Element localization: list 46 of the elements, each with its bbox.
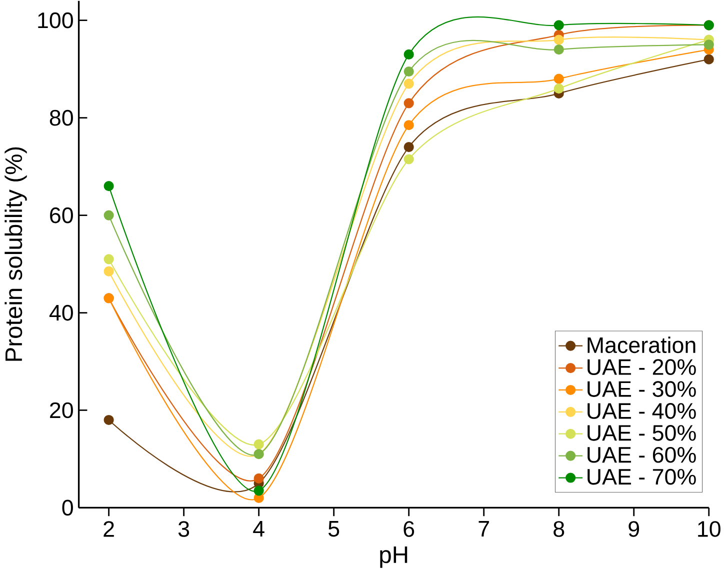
point: [104, 210, 114, 221]
point: [554, 44, 564, 55]
x-tick-label: 2: [104, 521, 114, 537]
point: [554, 20, 564, 30]
point: [554, 74, 564, 84]
point: [404, 142, 414, 152]
legend-label: UAE - 30%: [588, 381, 696, 398]
y-tick-label: 80: [50, 110, 73, 126]
point: [404, 66, 414, 77]
point: [104, 415, 114, 426]
y-tick-label: 0: [62, 500, 73, 516]
point: [104, 254, 114, 264]
point: [704, 54, 714, 65]
point: [254, 486, 264, 496]
point: [704, 40, 714, 50]
point: [404, 154, 414, 165]
legend-label: Maceration: [588, 336, 696, 354]
point: [254, 440, 264, 450]
point: [104, 181, 114, 192]
x-tick-label: 6: [404, 521, 414, 538]
x-tick-label: 10: [698, 521, 720, 538]
y-tick-label: 100: [38, 12, 73, 28]
point: [554, 35, 564, 46]
point: [404, 78, 414, 89]
legend-label: UAE - 70%: [588, 469, 696, 485]
x-tick-label: 9: [628, 521, 640, 538]
point: [404, 50, 414, 60]
point: [404, 120, 414, 130]
x-tick-label: 4: [253, 521, 264, 537]
x-axis-title: pH: [380, 546, 408, 568]
y-axis-title: Protein solubility (%): [4, 148, 27, 362]
x-tick-label: 8: [554, 521, 564, 538]
x-tick-label: 5: [328, 521, 340, 537]
y-tick-label: 20: [50, 402, 73, 418]
legend-label: UAE - 20%: [588, 359, 696, 376]
point: [104, 266, 114, 277]
legend-label: UAE - 40%: [588, 403, 696, 420]
legend-label: UAE - 60%: [588, 447, 696, 464]
x-tick-label: 3: [178, 521, 190, 538]
y-tick-label: 40: [49, 305, 73, 321]
y-tick-label: 60: [50, 208, 73, 224]
point: [404, 98, 414, 108]
legend-label: UAE - 50%: [588, 425, 696, 442]
point: [254, 474, 264, 484]
point: [554, 84, 564, 94]
x-tick-label: 7: [478, 521, 489, 537]
